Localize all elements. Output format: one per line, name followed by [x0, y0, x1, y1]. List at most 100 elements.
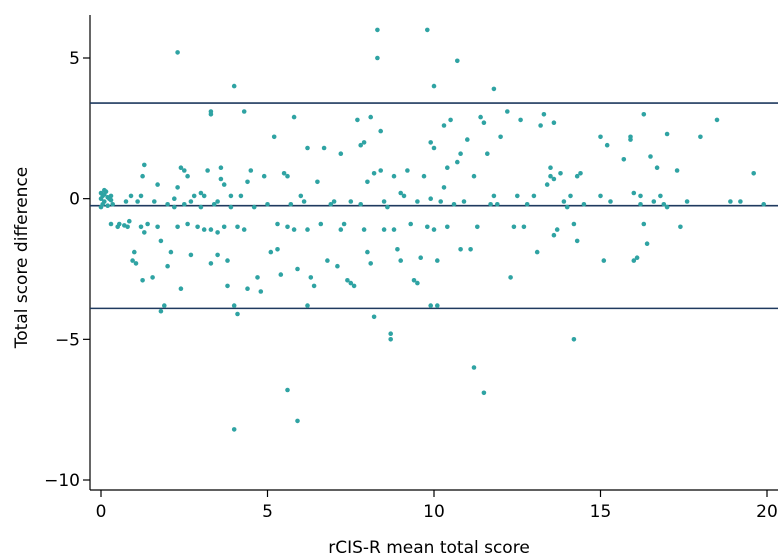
data-point [445, 224, 450, 230]
data-point [398, 190, 404, 196]
data-point [448, 117, 453, 123]
data-point [178, 286, 184, 292]
data-point [358, 202, 364, 207]
data-point [205, 168, 210, 173]
data-point [375, 27, 380, 33]
data-point [428, 140, 434, 145]
data-point [518, 117, 523, 123]
data-point [305, 145, 310, 151]
data-point [578, 171, 583, 176]
data-point [548, 165, 553, 170]
data-point [505, 109, 510, 114]
data-point [208, 261, 214, 266]
data-point [471, 173, 477, 179]
data-point [305, 303, 310, 308]
data-point [634, 255, 640, 260]
data-point [208, 109, 214, 114]
data-point [641, 112, 647, 117]
data-point [365, 249, 370, 255]
data-point [678, 224, 683, 230]
data-point [271, 134, 277, 140]
data-point [351, 283, 357, 289]
data-point [215, 230, 220, 235]
data-point [631, 258, 637, 263]
data-point [644, 241, 650, 246]
data-point [541, 112, 547, 117]
data-point [172, 196, 177, 201]
data-point [648, 154, 653, 159]
data-point [100, 202, 105, 207]
data-point [571, 337, 577, 342]
data-point [738, 199, 743, 204]
data-point [201, 227, 207, 232]
data-point [405, 168, 410, 173]
data-point [325, 258, 330, 263]
data-point [431, 227, 437, 232]
y-ticks: 5 0 −5 −10 [44, 49, 90, 491]
data-point [361, 227, 367, 232]
data-point [288, 202, 294, 207]
data-point [458, 247, 463, 252]
data-point [231, 303, 237, 308]
data-point [664, 204, 670, 210]
data-point [128, 193, 134, 199]
data-point [158, 238, 164, 244]
y-tick-label: 5 [69, 49, 80, 69]
data-point [162, 303, 167, 308]
data-point [761, 202, 766, 207]
data-point [338, 227, 344, 232]
data-point [158, 308, 164, 314]
data-point [345, 278, 350, 283]
data-point [531, 193, 537, 199]
data-point [138, 193, 144, 199]
data-point [355, 117, 360, 123]
data-point [105, 203, 110, 208]
data-point [235, 311, 240, 317]
data-point [245, 286, 250, 292]
data-point [451, 202, 457, 207]
data-point [245, 179, 250, 185]
data-point [638, 193, 643, 199]
data-point [415, 199, 420, 204]
data-point [108, 197, 114, 203]
data-point [438, 199, 444, 204]
data-point [221, 224, 227, 230]
data-point [388, 331, 394, 337]
data-point [551, 120, 557, 125]
data-point [391, 227, 397, 232]
data-point [241, 109, 247, 114]
data-point [435, 258, 440, 263]
data-point [165, 263, 170, 269]
data-point [728, 199, 733, 204]
data-point [544, 182, 550, 187]
data-point [481, 390, 487, 396]
data-point [231, 83, 237, 89]
data-point [485, 151, 490, 156]
data-point [365, 179, 370, 185]
data-point [215, 252, 220, 258]
x-tick-label: 5 [262, 502, 273, 522]
data-point [172, 204, 177, 210]
data-point [425, 27, 430, 33]
data-point [698, 134, 703, 140]
data-point [558, 171, 563, 176]
data-point [275, 221, 280, 227]
data-point [534, 249, 540, 255]
data-point [281, 171, 287, 176]
data-point [175, 185, 180, 190]
data-point [415, 280, 420, 286]
data-point [471, 365, 477, 370]
data-point [358, 142, 364, 148]
data-point [714, 117, 720, 123]
data-point [285, 224, 290, 230]
x-tick-label: 10 [423, 502, 445, 522]
x-tick-label: 0 [96, 502, 107, 522]
data-point [495, 202, 500, 207]
y-tick-label: 0 [69, 190, 80, 210]
data-point [515, 193, 520, 199]
data-point [140, 278, 145, 283]
data-point [291, 114, 297, 120]
data-point [125, 224, 130, 230]
data-point [231, 427, 237, 432]
